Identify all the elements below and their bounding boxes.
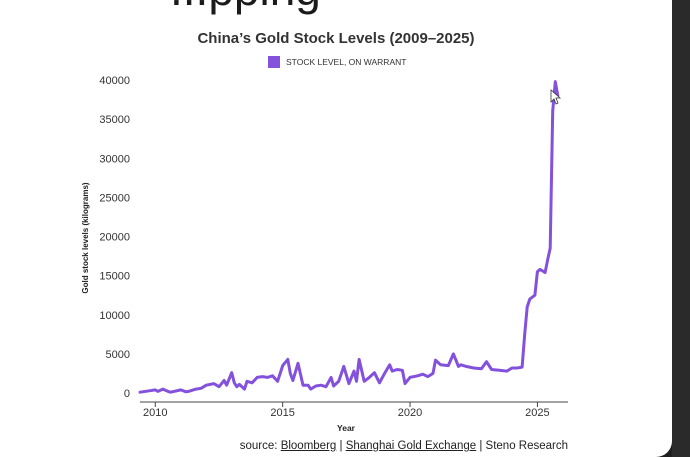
y-tick-label: 25000 xyxy=(99,192,130,204)
y-tick-label: 10000 xyxy=(99,310,130,322)
source-prefix: source: xyxy=(239,440,281,452)
x-tick-label: 2020 xyxy=(398,407,422,419)
source-steno: Steno Research xyxy=(485,440,568,452)
y-axis-label: Gold stock levels (kilograms) xyxy=(81,182,90,293)
legend-label: STOCK LEVEL, ON WARRANT xyxy=(286,57,407,67)
y-axis: 0 5000 10000 15000 20000 25000 30000 35000 40000 xyxy=(99,75,130,400)
window-edge xyxy=(672,0,690,457)
chart-title: China’s Gold Stock Levels (2009–2025) xyxy=(197,30,475,47)
series-group[interactable] xyxy=(138,80,560,394)
x-tick-label: 2025 xyxy=(525,407,549,419)
legend-swatch xyxy=(268,56,280,68)
x-axis-label: Year xyxy=(337,423,356,433)
x-axis: 2010 2015 2020 2025 xyxy=(140,401,568,419)
x-tick-label: 2010 xyxy=(143,407,167,419)
background-heading-text: ...pping xyxy=(170,0,321,16)
y-tick-label: 5000 xyxy=(106,349,130,361)
y-tick-label: 35000 xyxy=(99,114,130,126)
chart-svg: 0 5000 10000 15000 20000 25000 30000 35000 40000… xyxy=(81,75,568,433)
chart-legend[interactable]: STOCK LEVEL, ON WARRANT xyxy=(268,56,406,68)
x-tick-label: 2015 xyxy=(270,407,294,419)
mouse-cursor-icon xyxy=(550,89,562,105)
source-separator: | xyxy=(336,440,346,452)
source-line: source: Bloomberg | Shanghai Gold Exchan… xyxy=(240,440,568,452)
y-tick-label: 30000 xyxy=(99,153,130,165)
source-separator: | xyxy=(476,440,486,452)
source-link-sge[interactable]: Shanghai Gold Exchange xyxy=(345,440,477,452)
y-tick-label: 0 xyxy=(124,388,130,400)
y-tick-label: 20000 xyxy=(99,232,130,244)
source-link-bloomberg[interactable]: Bloomberg xyxy=(280,440,337,452)
chart-card: ...pping China’s Gold Stock Levels (2009… xyxy=(0,0,672,457)
y-tick-label: 15000 xyxy=(99,271,130,283)
y-tick-label: 40000 xyxy=(99,75,130,87)
series-line[interactable] xyxy=(138,80,560,394)
